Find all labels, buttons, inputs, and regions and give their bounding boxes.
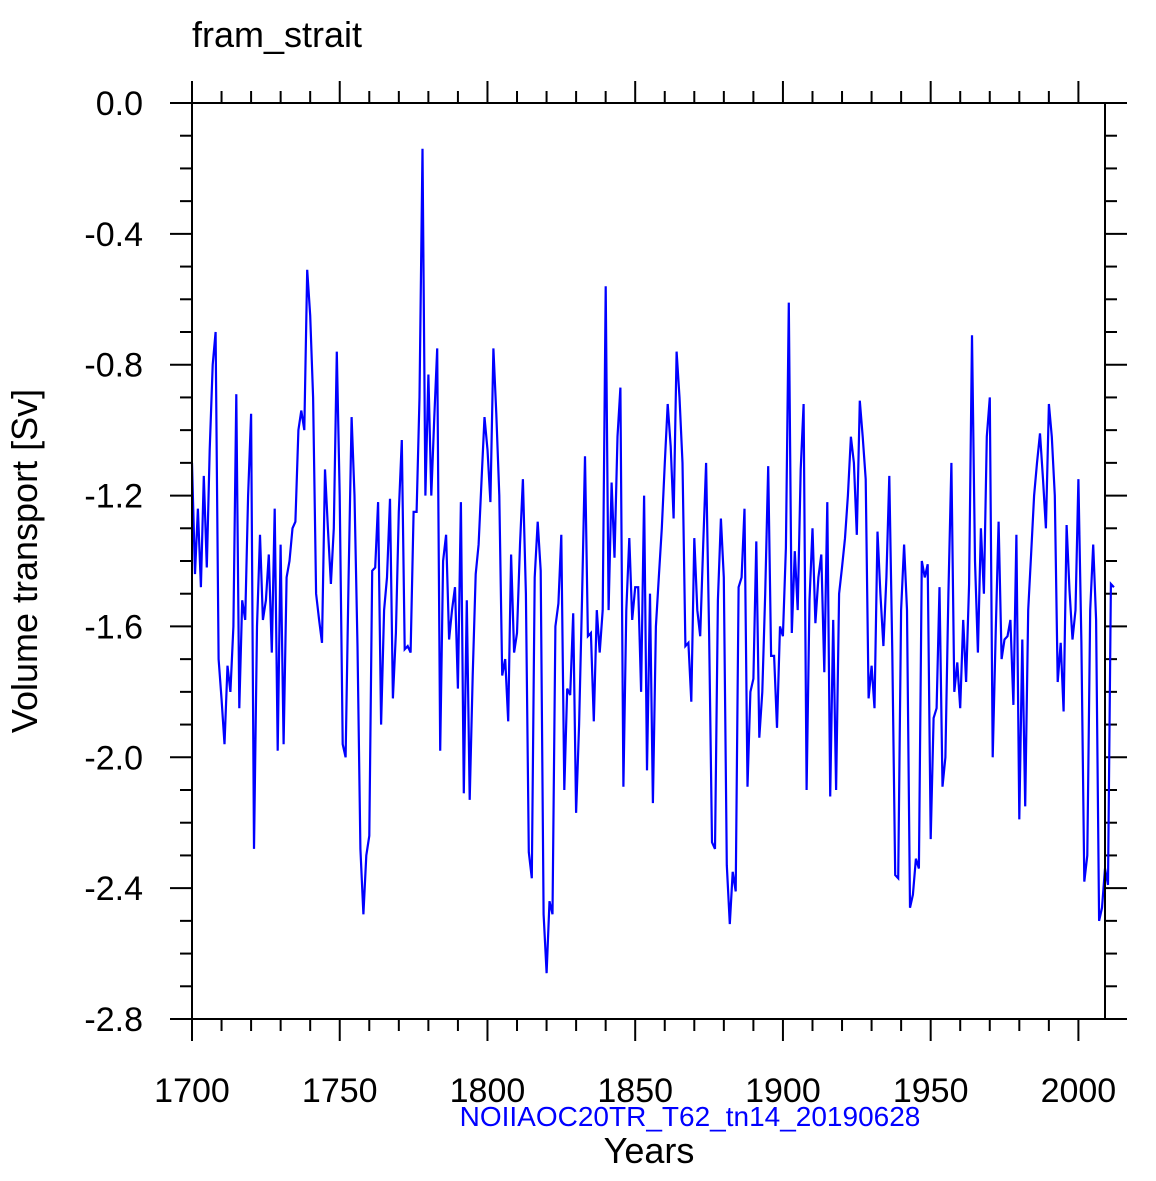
plot-frame <box>191 102 1106 1020</box>
x-tick-label: 1950 <box>893 1072 969 1110</box>
y-tick-label: -2.8 <box>84 1001 143 1039</box>
case-name-subtitle: NOIIAOC20TR_T62_tn14_20190628 <box>460 1101 921 1132</box>
y-tick-label: -1.2 <box>84 478 143 516</box>
x-axis-label: Years <box>604 1130 695 1171</box>
y-tick-label: 0.0 <box>96 85 143 123</box>
y-axis-label: Volume transport [Sv] <box>4 389 45 733</box>
tick-marks <box>170 81 1127 1041</box>
y-tick-label: -0.8 <box>84 347 143 385</box>
y-tick-labels: 0.0 -0.4 -0.8 -1.2 -1.6 -2.0 -2.4 -2.8 <box>84 85 143 1039</box>
y-tick-label: -2.0 <box>84 739 143 777</box>
y-tick-label: -2.4 <box>84 870 143 908</box>
x-tick-label: 2000 <box>1041 1072 1117 1110</box>
y-tick-label: -0.4 <box>84 216 143 254</box>
chart-title: fram_strait <box>192 14 362 55</box>
x-tick-label: 1900 <box>745 1072 821 1110</box>
x-tick-label: 1850 <box>597 1072 673 1110</box>
x-tick-label: 1700 <box>154 1072 230 1110</box>
y-tick-label: -1.6 <box>84 608 143 646</box>
x-tick-labels: 1700 1750 1800 1850 1900 1950 2000 <box>154 1072 1116 1110</box>
series-line-fram-strait <box>190 148 1115 974</box>
x-tick-label: 1800 <box>450 1072 526 1110</box>
x-tick-label: 1750 <box>302 1072 378 1110</box>
